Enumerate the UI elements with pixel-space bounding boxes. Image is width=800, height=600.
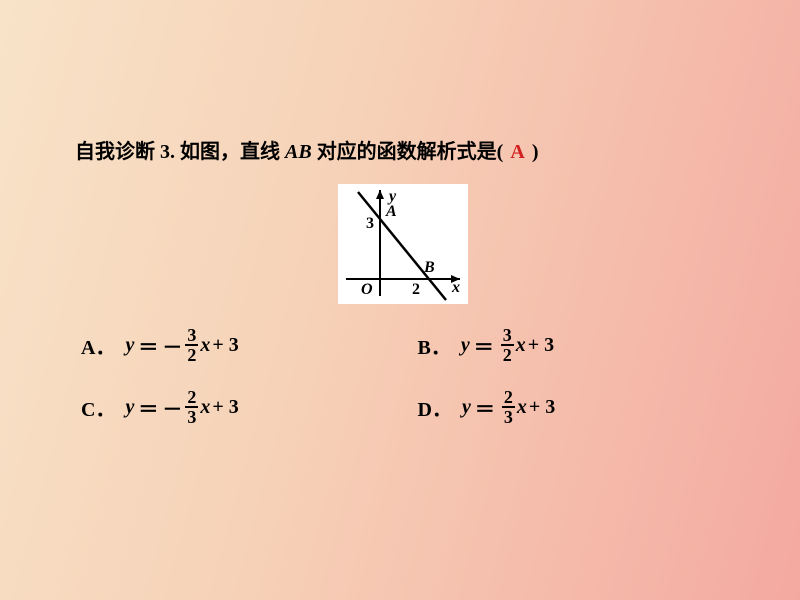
option-d-label: D． bbox=[418, 393, 452, 422]
option-c-den: 3 bbox=[185, 406, 198, 426]
option-a: A． y ＝ － 3 2 x + 3 bbox=[81, 326, 394, 364]
option-b-frac: 3 2 bbox=[501, 326, 514, 364]
option-d-eq: ＝ bbox=[475, 393, 495, 422]
option-c-eq: ＝ bbox=[138, 393, 158, 422]
option-a-den: 2 bbox=[185, 344, 198, 364]
question-line: 自我诊断 3. 如图，直线 AB 对应的函数解析式是( A ) bbox=[75, 135, 730, 164]
option-d-frac: 2 3 bbox=[502, 388, 515, 426]
option-d: D． y ＝ 2 3 x + 3 bbox=[418, 388, 731, 426]
question-text-1: 如图，直线 bbox=[180, 141, 280, 163]
b-value: 2 bbox=[412, 281, 420, 298]
option-c-frac: 2 3 bbox=[185, 388, 198, 426]
option-d-x: x bbox=[517, 396, 527, 419]
point-a-label: A bbox=[385, 203, 397, 220]
option-a-tail: + 3 bbox=[212, 334, 238, 357]
question-text-2: 对应的函数解析式是( bbox=[317, 141, 504, 163]
option-a-x: x bbox=[200, 334, 210, 357]
option-a-num: 3 bbox=[185, 326, 198, 344]
option-b-y: y bbox=[461, 334, 470, 357]
option-d-tail: + 3 bbox=[529, 396, 555, 419]
line-ab: AB bbox=[285, 141, 312, 163]
option-a-eq: ＝ bbox=[138, 331, 158, 360]
option-c-neg: － bbox=[162, 393, 182, 422]
option-a-y: y bbox=[125, 334, 134, 357]
option-c: C． y ＝ － 2 3 x + 3 bbox=[81, 388, 394, 426]
option-c-label: C． bbox=[81, 393, 115, 422]
option-d-den: 3 bbox=[502, 406, 515, 426]
origin-label: O bbox=[361, 281, 373, 298]
a-value: 3 bbox=[366, 215, 374, 232]
option-b-den: 2 bbox=[501, 344, 514, 364]
option-b: B． y ＝ 3 2 x + 3 bbox=[418, 326, 731, 364]
graph-diagram: y x O A 3 B 2 bbox=[338, 184, 468, 304]
option-a-label: A． bbox=[81, 331, 115, 360]
option-a-neg: － bbox=[162, 331, 182, 360]
y-arrow-icon bbox=[376, 190, 384, 199]
option-b-num: 3 bbox=[501, 326, 514, 344]
option-c-y: y bbox=[125, 396, 134, 419]
option-b-tail: + 3 bbox=[528, 334, 554, 357]
option-b-x: x bbox=[516, 334, 526, 357]
option-c-tail: + 3 bbox=[212, 396, 238, 419]
options-grid: A． y ＝ － 3 2 x + 3 B． y ＝ 3 2 x + 3 C． bbox=[75, 326, 730, 426]
answer-letter: A bbox=[508, 141, 526, 163]
paren-close: ) bbox=[532, 141, 539, 163]
option-b-eq: ＝ bbox=[474, 331, 494, 360]
option-d-y: y bbox=[462, 396, 471, 419]
question-prefix: 自我诊断 3. bbox=[75, 141, 175, 163]
option-c-x: x bbox=[200, 396, 210, 419]
x-label: x bbox=[451, 279, 460, 296]
option-a-frac: 3 2 bbox=[185, 326, 198, 364]
option-b-label: B． bbox=[418, 331, 451, 360]
option-d-num: 2 bbox=[502, 388, 515, 406]
graph-svg: y x O A 3 B 2 bbox=[338, 184, 468, 304]
point-b-label: B bbox=[423, 259, 435, 276]
option-c-num: 2 bbox=[185, 388, 198, 406]
